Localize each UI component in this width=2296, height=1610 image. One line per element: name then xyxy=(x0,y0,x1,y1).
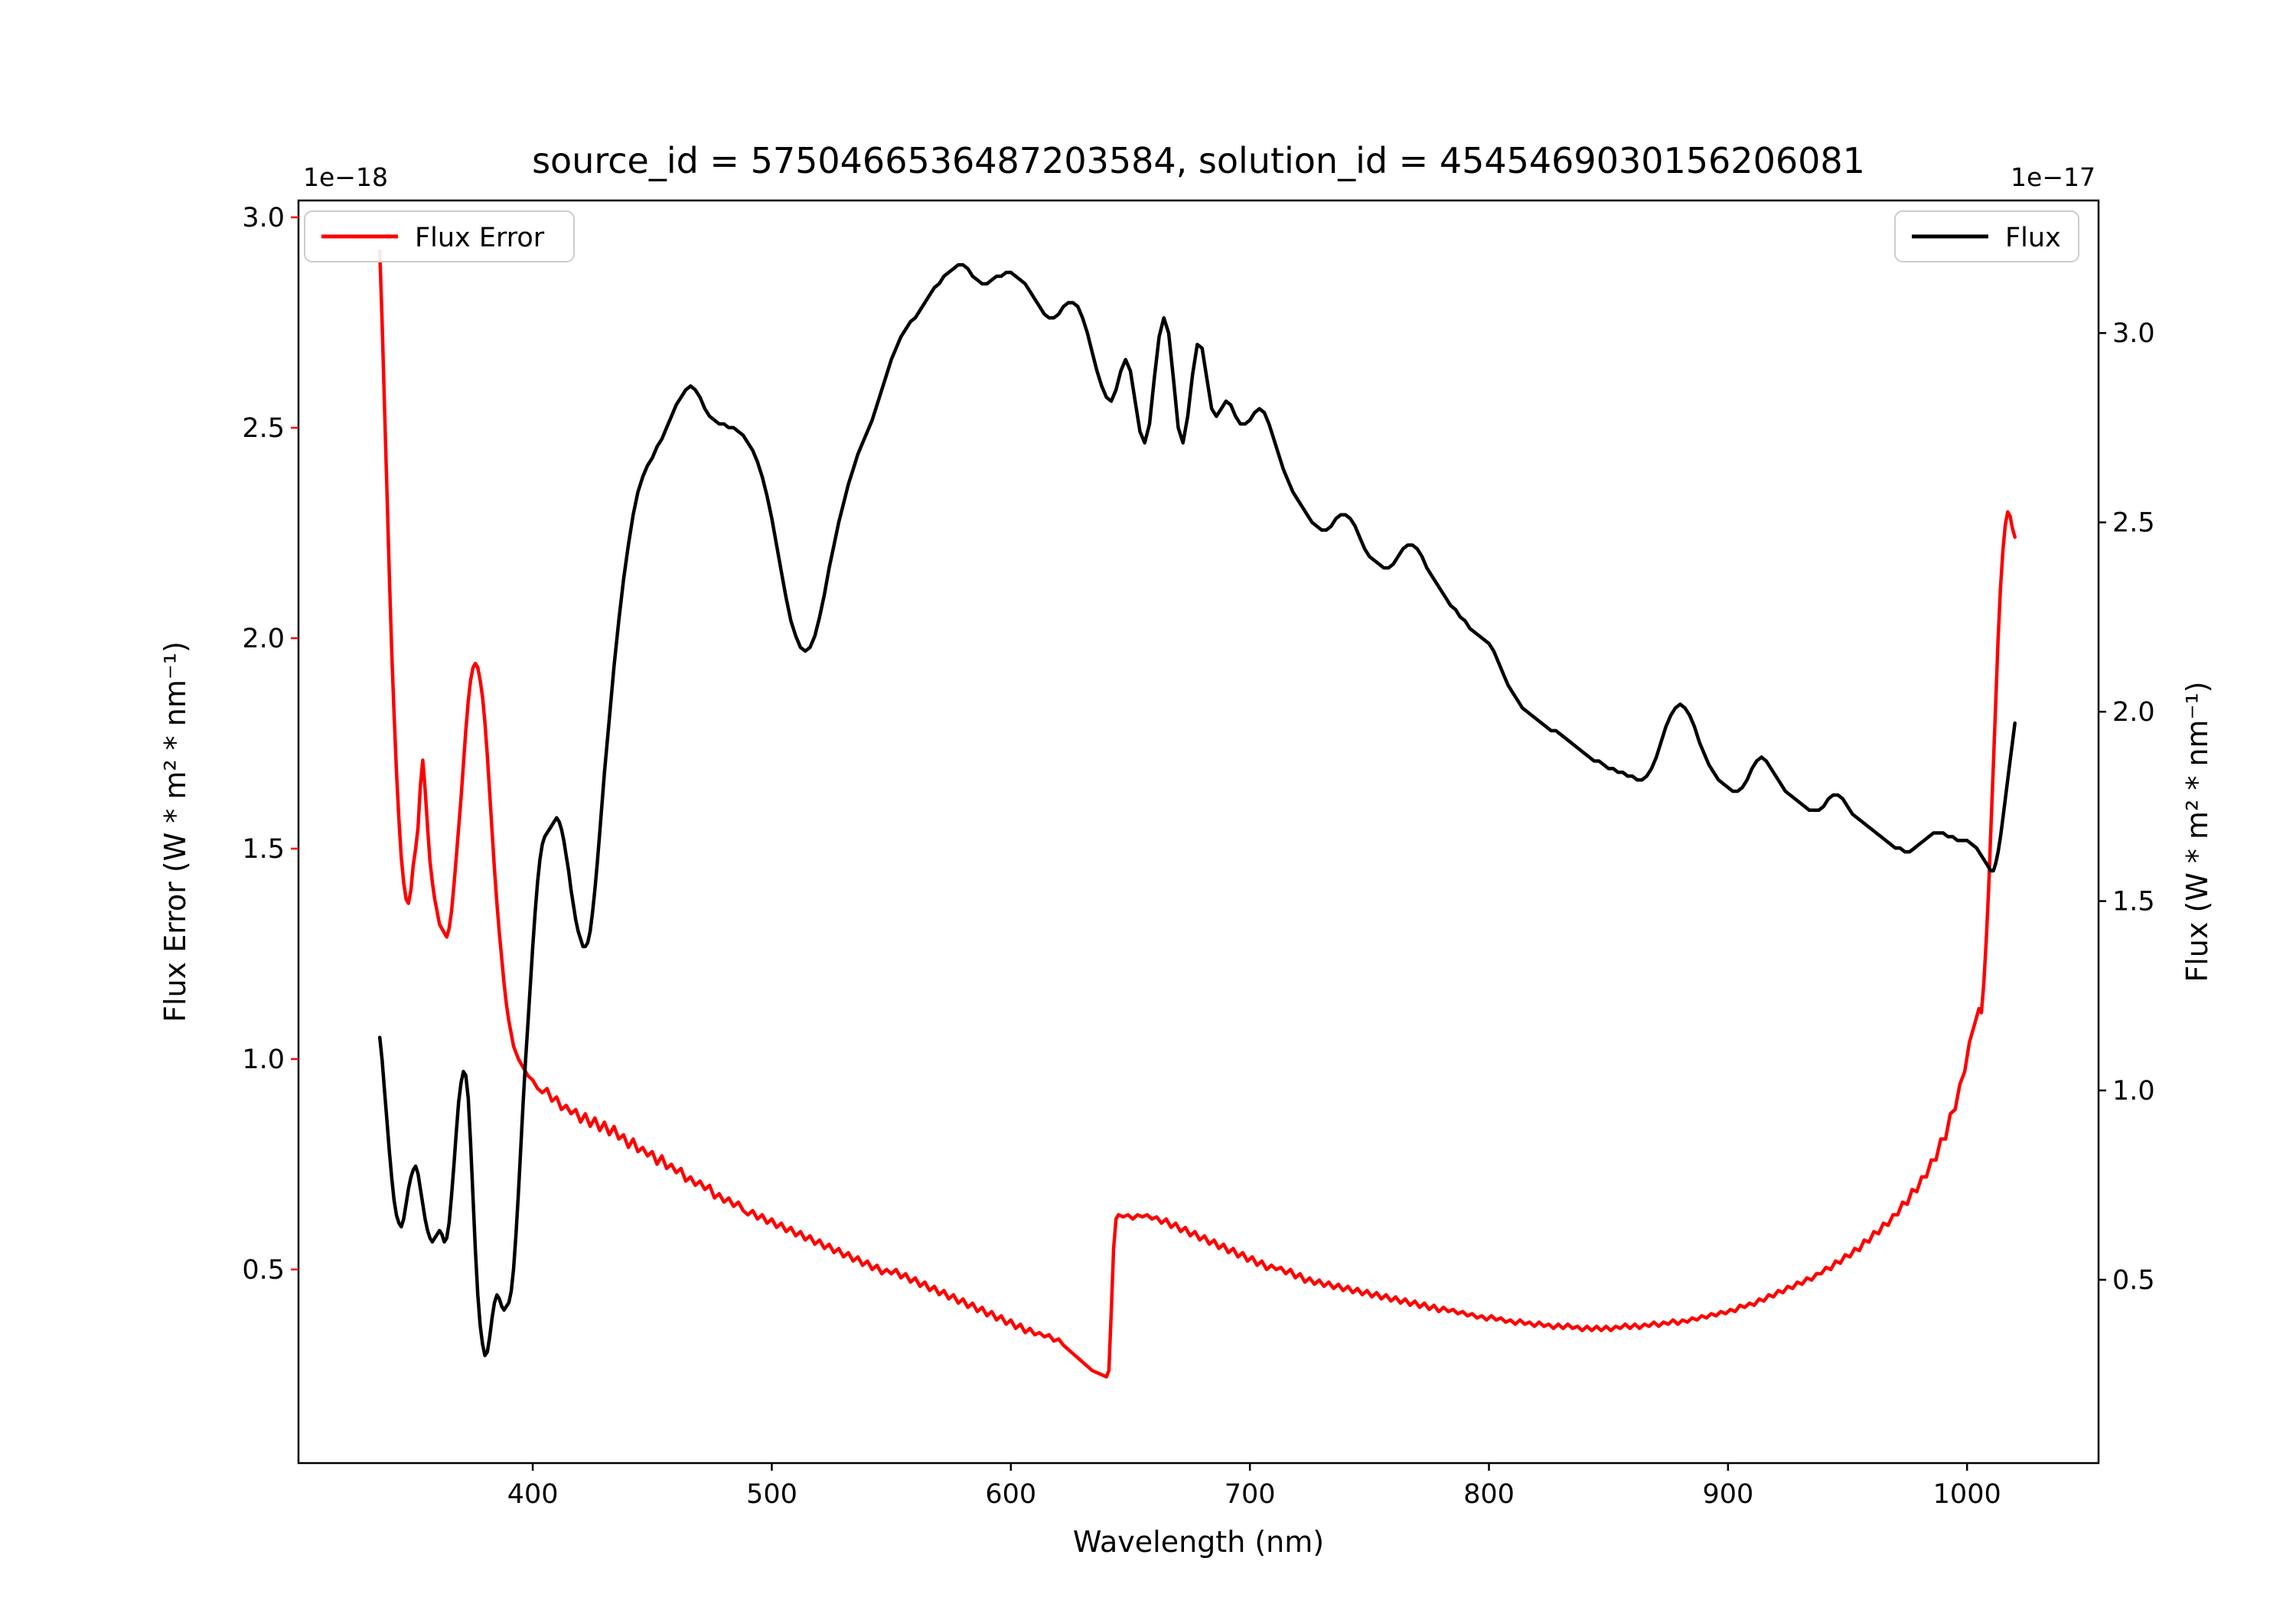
x-tick-label: 400 xyxy=(507,1479,559,1510)
legend-flux-error-box xyxy=(304,210,575,262)
right-y-tick-label: 3.0 xyxy=(2112,318,2155,349)
series-layer xyxy=(377,249,2017,1379)
x-axis-label: Wavelength (nm) xyxy=(1073,1525,1324,1559)
x-tick-label: 900 xyxy=(1702,1479,1753,1510)
left-y-tick-label: 2.5 xyxy=(242,413,285,444)
left-y-tick-label: 3.0 xyxy=(242,203,285,233)
right-y-axis-label: Flux (W * m² * nm⁻¹) xyxy=(2180,681,2214,982)
right-axis-offset-text: 1e−17 xyxy=(2011,162,2095,192)
flux-error-curve xyxy=(377,249,2017,1379)
left-axis-offset-text: 1e−18 xyxy=(303,162,388,192)
chart-title: source_id = 5750466536487203584, solutio… xyxy=(532,140,1865,181)
left-y-tick-label: 1.0 xyxy=(242,1045,285,1075)
x-tick-label: 700 xyxy=(1225,1479,1276,1510)
legend-flux: Flux xyxy=(1894,210,2079,262)
right-y-tick-label: 2.0 xyxy=(2112,697,2155,728)
left-y-tick-label: 2.0 xyxy=(242,624,285,654)
x-tick-label: 800 xyxy=(1463,1479,1515,1510)
right-y-tick-label: 1.5 xyxy=(2112,887,2155,917)
left-y-tick-label: 1.5 xyxy=(242,834,285,865)
x-tick-label: 600 xyxy=(985,1479,1036,1510)
legend-flux-error-label: Flux Error xyxy=(415,223,545,253)
legend-flux-label: Flux xyxy=(2005,223,2061,253)
flux-curve xyxy=(377,262,2017,1357)
right-y-tick-label: 2.5 xyxy=(2112,508,2155,539)
left-y-axis-label: Flux Error (W * m² * nm⁻¹) xyxy=(158,641,192,1022)
plot-border xyxy=(297,199,2100,1465)
ticks-layer: 400 500 600 700 800 900 1000 0.5 1.0 1.5 2.0 2.5 3.0… xyxy=(242,203,2154,1510)
right-y-tick-label: 1.0 xyxy=(2112,1076,2155,1106)
left-y-tick-label: 0.5 xyxy=(242,1255,285,1286)
right-y-tick-label: 0.5 xyxy=(2112,1265,2155,1295)
x-tick-label: 500 xyxy=(746,1479,797,1510)
x-tick-label: 1000 xyxy=(1933,1479,2001,1510)
legend-flux-error: Flux Error xyxy=(304,210,575,262)
